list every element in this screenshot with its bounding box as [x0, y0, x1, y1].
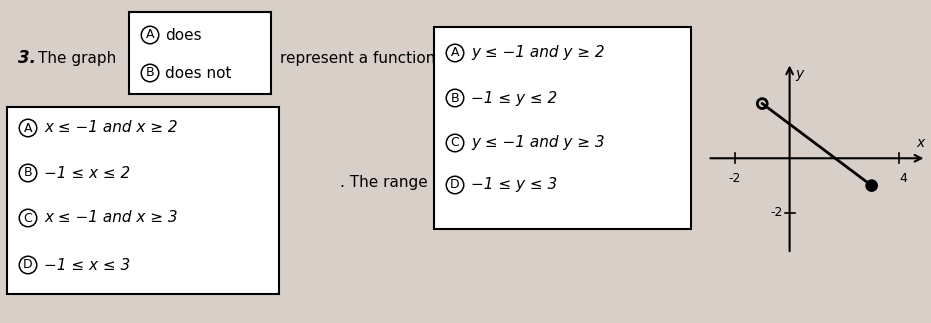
Text: −1 ≤ x ≤ 2: −1 ≤ x ≤ 2	[44, 165, 130, 181]
FancyBboxPatch shape	[7, 107, 279, 294]
Text: −1 ≤ y ≤ 2: −1 ≤ y ≤ 2	[471, 90, 558, 106]
FancyBboxPatch shape	[434, 27, 691, 229]
Text: D: D	[451, 179, 460, 192]
Text: 4: 4	[899, 172, 907, 185]
Text: B: B	[451, 91, 459, 105]
FancyBboxPatch shape	[129, 12, 271, 94]
Text: B: B	[145, 67, 155, 79]
Text: x ≤ −1 and x ≥ 3: x ≤ −1 and x ≥ 3	[44, 211, 178, 225]
Text: C: C	[23, 212, 33, 224]
Text: The graph: The graph	[38, 50, 116, 66]
Text: represent a function.  The domain is: represent a function. The domain is	[280, 50, 558, 66]
Text: does: does	[165, 27, 202, 43]
Text: y ≤ −1 and y ≥ 2: y ≤ −1 and y ≥ 2	[471, 46, 604, 60]
Text: 3.: 3.	[18, 49, 36, 67]
Text: . The range is: . The range is	[340, 175, 445, 191]
Text: y ≤ −1 and y ≥ 3: y ≤ −1 and y ≥ 3	[471, 136, 604, 151]
Text: B: B	[23, 166, 33, 180]
Text: x: x	[917, 136, 925, 150]
Text: y: y	[795, 67, 803, 81]
Text: A: A	[451, 47, 459, 59]
Text: A: A	[24, 121, 33, 134]
Text: A: A	[146, 28, 155, 41]
Text: D: D	[23, 258, 33, 272]
Text: -2: -2	[729, 172, 741, 185]
Circle shape	[867, 181, 877, 191]
Text: C: C	[451, 137, 459, 150]
Text: x ≤ −1 and x ≥ 2: x ≤ −1 and x ≥ 2	[44, 120, 178, 136]
Text: −1 ≤ x ≤ 3: −1 ≤ x ≤ 3	[44, 257, 130, 273]
Text: −1 ≤ y ≤ 3: −1 ≤ y ≤ 3	[471, 178, 558, 193]
Text: -2: -2	[770, 206, 783, 219]
Text: does not: does not	[165, 66, 232, 80]
